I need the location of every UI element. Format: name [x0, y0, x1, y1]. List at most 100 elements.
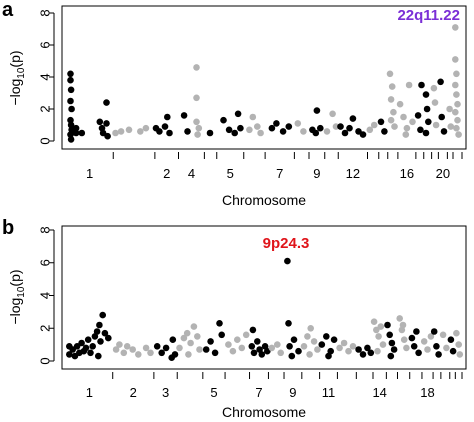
data-point: [337, 123, 344, 130]
data-point: [96, 321, 103, 329]
data-point: [413, 328, 420, 335]
data-point: [417, 126, 424, 134]
data-point: [452, 108, 459, 116]
x-tick-label: 18: [420, 385, 434, 400]
data-point: [452, 81, 459, 89]
data-point: [72, 124, 80, 132]
panel-a-plot-frame: [61, 5, 467, 150]
y-tick-label: 6: [37, 259, 52, 266]
data-point: [103, 99, 110, 106]
x-tick-label: 12: [346, 166, 360, 181]
x-tick-label: 9: [289, 385, 296, 400]
data-point: [349, 343, 357, 350]
data-point: [306, 351, 313, 358]
data-point: [310, 338, 318, 345]
data-point: [193, 118, 200, 126]
x-tick-label: 2: [130, 385, 137, 400]
data-point: [135, 351, 142, 358]
x-tick-label: 4: [188, 166, 195, 181]
data-point: [430, 328, 438, 335]
x-tick-label: 14: [372, 385, 386, 400]
data-point: [97, 338, 104, 345]
data-point: [367, 349, 375, 357]
y-tick-label: 2: [37, 105, 52, 112]
panel-a-annotation: 22q11.22: [397, 7, 460, 24]
panel-b-points: [66, 257, 464, 362]
data-point: [304, 333, 311, 340]
data-point: [206, 129, 214, 137]
x-tick-label: 5: [210, 385, 217, 400]
data-point: [422, 91, 430, 98]
data-point: [249, 326, 257, 334]
data-point: [220, 116, 227, 124]
panel-a-x-axis: 1 2 4 5 7 9 12 16 20: [86, 152, 463, 181]
data-point: [329, 110, 336, 118]
data-point: [300, 128, 307, 135]
data-point: [432, 121, 440, 129]
data-point: [194, 131, 201, 138]
panel-b-y-axis-title: −log10(p): [7, 269, 27, 324]
data-point: [166, 129, 173, 137]
data-point: [323, 128, 331, 135]
data-point: [433, 343, 440, 350]
data-point: [286, 343, 293, 350]
panel-b: b 0 2 4 6 8 1 2 3 5 7 9 11 14 18 −log10(p) Chromosom…: [2, 217, 467, 420]
y-tick-label: 8: [37, 9, 52, 16]
data-point: [104, 132, 111, 140]
data-point: [67, 70, 74, 78]
data-point: [218, 331, 225, 339]
data-point: [294, 120, 302, 127]
data-point: [437, 78, 444, 86]
data-point: [381, 128, 388, 135]
x-tick-label: 5: [227, 166, 234, 181]
data-point: [137, 128, 144, 135]
data-point: [452, 56, 459, 63]
data-point: [103, 120, 110, 127]
data-point: [120, 349, 128, 357]
data-point: [112, 346, 120, 353]
y-tick-label: 0: [37, 137, 52, 144]
data-point: [366, 126, 374, 134]
panel-b-letter: b: [2, 217, 14, 239]
data-point: [440, 128, 448, 135]
data-point: [290, 336, 298, 344]
data-point: [187, 339, 194, 347]
y-tick-label: 8: [37, 226, 52, 233]
data-point: [196, 346, 203, 353]
data-point: [396, 315, 404, 322]
data-point: [387, 352, 395, 360]
data-point: [231, 129, 238, 137]
data-point: [142, 344, 150, 352]
data-point: [312, 129, 320, 137]
data-point: [317, 124, 324, 132]
data-point: [242, 331, 250, 339]
data-point: [384, 321, 391, 329]
data-point: [359, 131, 367, 138]
data-point: [67, 131, 74, 138]
x-tick-label: 16: [400, 166, 414, 181]
data-point: [427, 333, 435, 340]
data-point: [400, 113, 407, 121]
data-point: [422, 129, 430, 137]
data-point: [454, 116, 461, 124]
data-point: [193, 94, 200, 102]
y-tick-label: 4: [37, 292, 52, 299]
data-point: [180, 334, 188, 342]
panel-b-y-axis: 0 2 4 6 8: [37, 226, 55, 365]
x-tick-label: 7: [276, 166, 283, 181]
data-point: [117, 128, 125, 135]
data-point: [418, 81, 425, 89]
panel-b-plot-frame: [61, 225, 467, 370]
data-point: [234, 110, 242, 118]
x-tick-label: 7: [255, 385, 262, 400]
data-point: [431, 99, 439, 106]
data-point: [285, 123, 293, 130]
data-point: [388, 339, 396, 347]
data-point: [364, 344, 371, 352]
data-point: [307, 325, 315, 332]
data-point: [377, 323, 385, 330]
data-point: [105, 334, 112, 342]
data-point: [249, 113, 257, 121]
data-point: [370, 318, 378, 326]
y-tick-label: 2: [37, 325, 52, 332]
